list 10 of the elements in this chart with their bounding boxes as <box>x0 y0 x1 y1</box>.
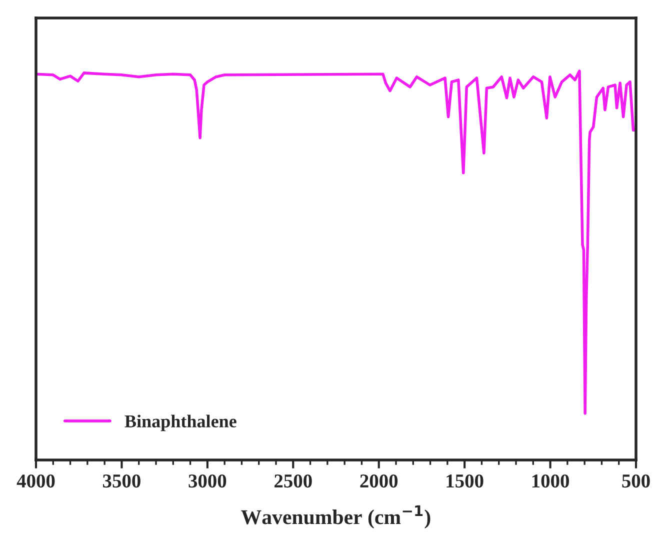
x-tick-label: 2000 <box>360 474 398 488</box>
x-tick-label: 4000 <box>16 474 55 488</box>
x-tick-label: 1500 <box>446 474 484 488</box>
x-tick-label: 2500 <box>274 474 312 488</box>
x-tick-label: 3000 <box>188 474 226 488</box>
x-axis-title: Wavenumber (cm$^{−1}$) <box>241 505 430 528</box>
x-tick-label: 500 <box>622 474 650 488</box>
x-tick-label: 3500 <box>103 474 140 488</box>
x-tick-label: 1000 <box>532 474 569 488</box>
legend-label: Binaphthalene <box>124 414 236 432</box>
